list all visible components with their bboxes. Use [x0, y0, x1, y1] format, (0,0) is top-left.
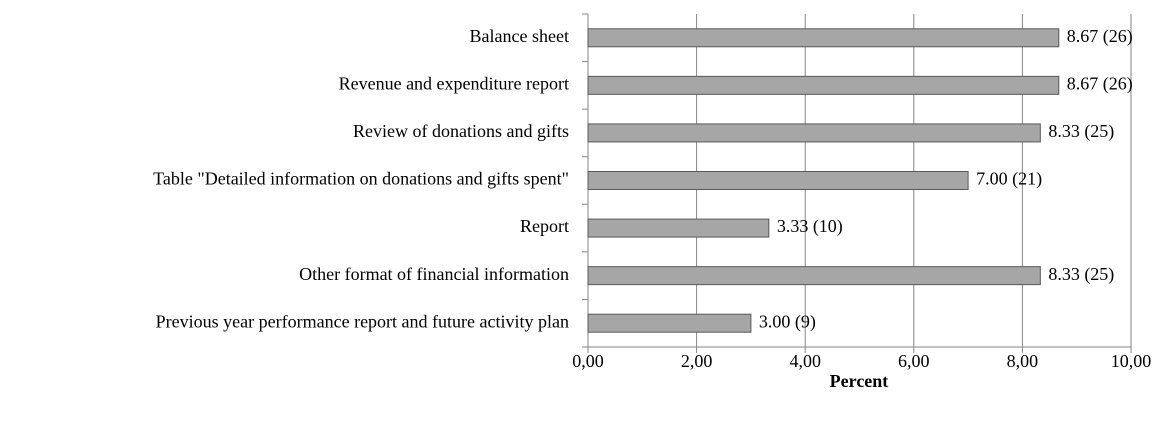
y-tick-label: Other format of financial information	[299, 264, 569, 284]
bar	[587, 75, 1060, 95]
y-tick-label: Balance sheet	[470, 26, 569, 46]
x-tick-label: 6,00	[898, 351, 930, 371]
value-label: 3.33 (10)	[777, 216, 843, 237]
value-label: 8.33 (25)	[1048, 264, 1114, 285]
x-tick-label: 0,00	[572, 351, 604, 371]
bar	[587, 218, 770, 238]
value-label: 8.33 (25)	[1048, 121, 1114, 142]
value-label: 8.67 (26)	[1067, 26, 1133, 47]
bar	[587, 171, 969, 190]
x-tick-label: 8,00	[1007, 351, 1039, 371]
y-tick-label: Revenue and expenditure report	[339, 73, 569, 93]
x-tick-label: 10,00	[1111, 351, 1152, 371]
bar	[587, 123, 1041, 143]
x-axis-label: Percent	[830, 371, 889, 391]
x-tick-label: 4,00	[789, 351, 821, 371]
y-tick-label: Report	[520, 216, 569, 236]
bar	[587, 28, 1060, 48]
value-label: 7.00 (21)	[976, 169, 1042, 190]
y-tick-label: Table "Detailed information on donations…	[153, 169, 569, 189]
y-tick-label: Previous year performance report and fut…	[156, 311, 569, 331]
y-tick-label: Review of donations and gifts	[353, 121, 569, 141]
value-label: 3.00 (9)	[759, 311, 816, 332]
bar	[587, 266, 1041, 286]
bar	[587, 313, 752, 333]
value-label: 8.67 (26)	[1067, 73, 1133, 94]
x-tick-label: 2,00	[681, 351, 713, 371]
